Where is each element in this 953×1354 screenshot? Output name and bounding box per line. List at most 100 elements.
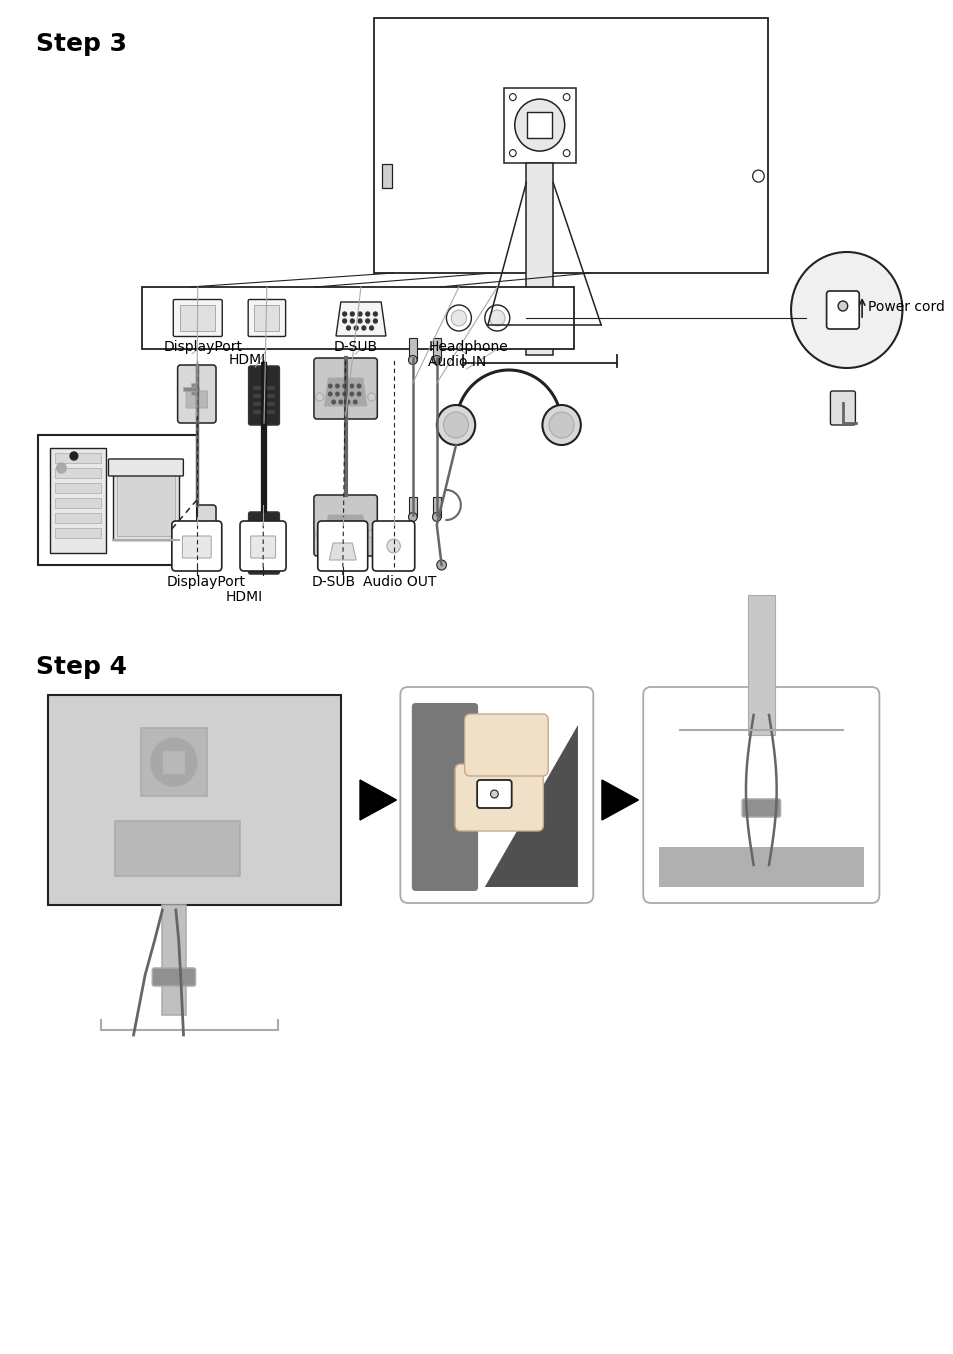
Bar [254, 305, 279, 330]
Circle shape [342, 393, 346, 395]
FancyBboxPatch shape [455, 764, 543, 831]
Circle shape [408, 356, 416, 364]
Bar [48, 695, 340, 904]
Circle shape [335, 393, 339, 395]
Bar [433, 497, 440, 517]
Circle shape [451, 310, 466, 326]
Circle shape [338, 401, 342, 403]
Circle shape [328, 393, 332, 395]
FancyBboxPatch shape [314, 496, 376, 556]
FancyBboxPatch shape [249, 366, 279, 425]
Bar [191, 383, 194, 395]
Polygon shape [324, 515, 366, 543]
Circle shape [515, 99, 564, 152]
Circle shape [357, 385, 360, 387]
Circle shape [357, 320, 361, 324]
Bar [54, 528, 101, 538]
Text: HDMI: HDMI [229, 353, 265, 367]
Circle shape [387, 539, 400, 552]
Circle shape [509, 93, 516, 100]
Text: Audio OUT: Audio OUT [362, 575, 436, 589]
Circle shape [373, 320, 376, 324]
Text: Power cord: Power cord [867, 301, 943, 314]
Circle shape [509, 149, 516, 157]
Circle shape [70, 452, 78, 460]
Circle shape [350, 385, 354, 387]
Bar [253, 533, 274, 538]
Bar [162, 904, 186, 1016]
Text: DisplayPort: DisplayPort [167, 575, 246, 589]
Circle shape [367, 529, 375, 538]
Bar [658, 848, 863, 887]
Bar [50, 448, 106, 552]
Bar [192, 521, 203, 529]
FancyBboxPatch shape [642, 686, 879, 903]
Circle shape [315, 393, 323, 401]
Circle shape [350, 393, 354, 395]
Circle shape [408, 513, 416, 521]
Text: Headphone: Headphone [428, 340, 507, 353]
Bar [253, 542, 274, 546]
Bar [141, 728, 207, 796]
Circle shape [354, 401, 356, 403]
FancyBboxPatch shape [400, 686, 593, 903]
Bar [526, 162, 553, 355]
FancyBboxPatch shape [248, 299, 285, 337]
FancyBboxPatch shape [464, 714, 548, 776]
Circle shape [432, 513, 440, 521]
Circle shape [357, 393, 360, 395]
Circle shape [752, 171, 763, 181]
FancyBboxPatch shape [172, 521, 221, 571]
Circle shape [342, 385, 346, 387]
Circle shape [490, 789, 497, 798]
Circle shape [365, 311, 369, 315]
Circle shape [562, 149, 569, 157]
Text: Step 3: Step 3 [36, 32, 128, 56]
Bar [253, 394, 274, 398]
FancyBboxPatch shape [829, 391, 855, 425]
Circle shape [350, 311, 354, 315]
Bar [54, 454, 101, 463]
Bar [409, 497, 416, 517]
Circle shape [350, 320, 354, 324]
FancyBboxPatch shape [825, 291, 859, 329]
FancyBboxPatch shape [412, 703, 477, 891]
Bar [253, 550, 274, 554]
Bar [54, 468, 101, 478]
Circle shape [549, 412, 574, 437]
Text: Audio IN: Audio IN [428, 355, 486, 370]
Text: DisplayPort: DisplayPort [163, 340, 242, 353]
Circle shape [436, 561, 446, 570]
Circle shape [562, 93, 569, 100]
Circle shape [542, 405, 580, 445]
Circle shape [335, 385, 339, 387]
Circle shape [446, 305, 471, 330]
Circle shape [790, 252, 902, 368]
Circle shape [361, 326, 365, 330]
Circle shape [436, 405, 475, 445]
Circle shape [328, 385, 332, 387]
Bar [527, 112, 552, 138]
Bar [54, 483, 101, 493]
FancyBboxPatch shape [317, 521, 367, 571]
FancyBboxPatch shape [372, 521, 415, 571]
Circle shape [489, 310, 504, 326]
FancyBboxPatch shape [240, 521, 286, 571]
Polygon shape [359, 780, 396, 821]
FancyBboxPatch shape [314, 357, 376, 418]
FancyBboxPatch shape [186, 531, 207, 548]
Circle shape [443, 412, 468, 437]
Bar [117, 474, 174, 536]
Circle shape [373, 311, 376, 315]
Circle shape [357, 311, 361, 315]
Text: D-SUB: D-SUB [334, 340, 377, 353]
Bar [747, 594, 774, 735]
Circle shape [332, 401, 335, 403]
Bar [54, 513, 101, 523]
Bar [142, 287, 574, 349]
Polygon shape [416, 724, 578, 887]
Circle shape [342, 320, 346, 324]
Circle shape [56, 463, 66, 473]
Bar [54, 498, 101, 508]
FancyBboxPatch shape [173, 299, 222, 337]
